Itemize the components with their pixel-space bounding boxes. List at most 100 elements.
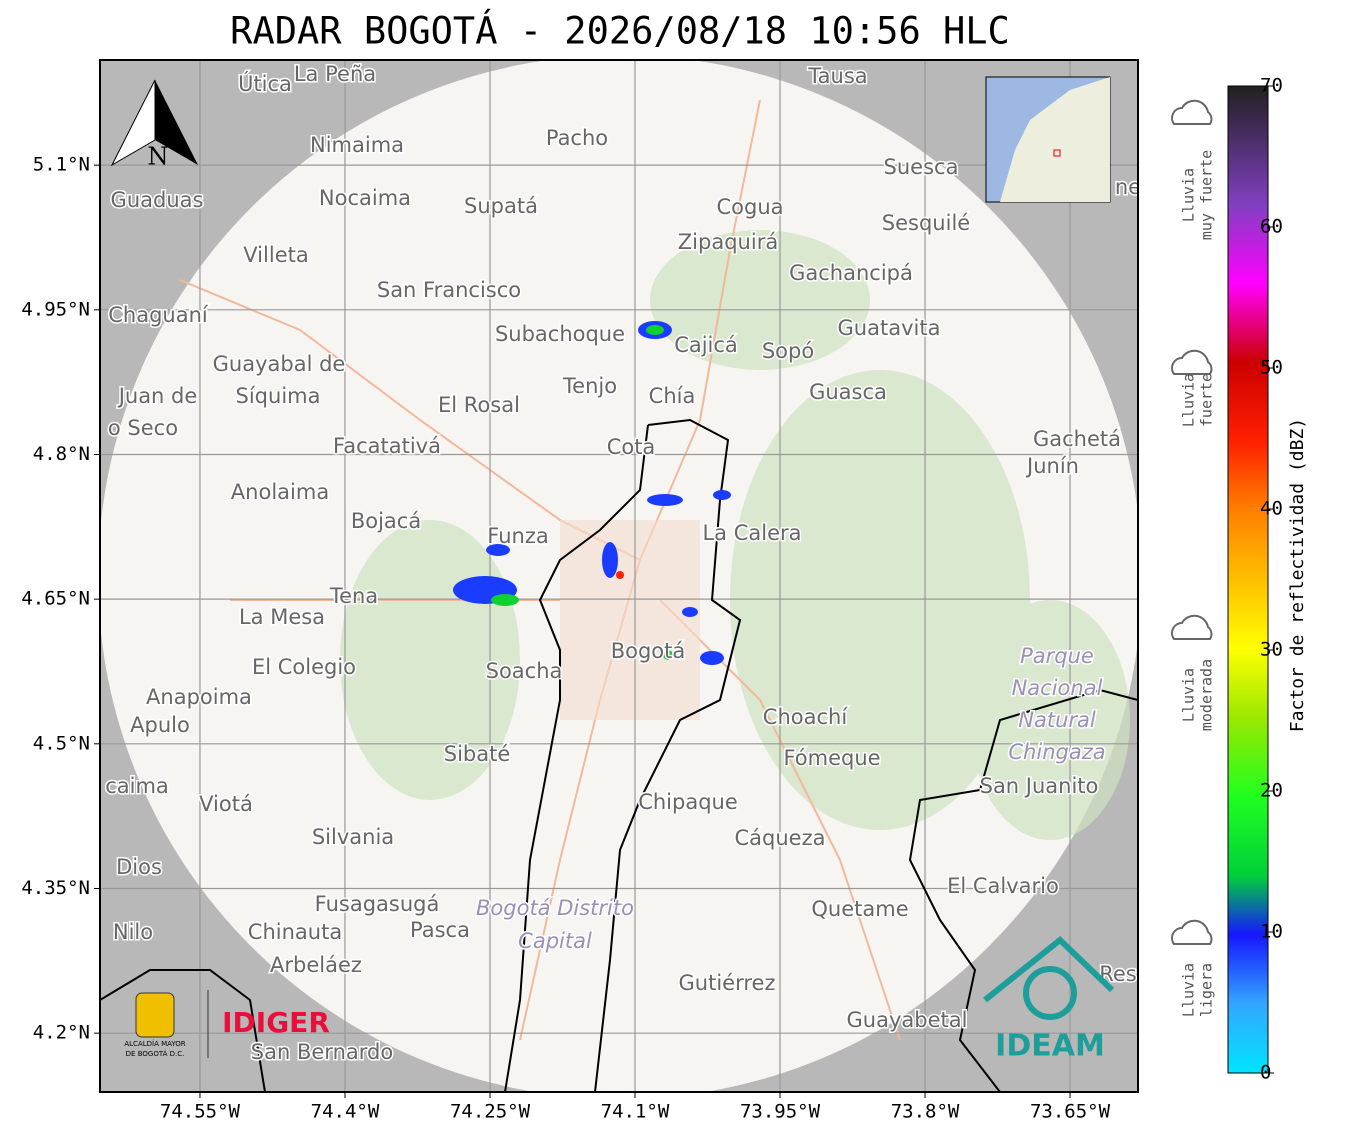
place-label: Apulo [130,713,190,737]
place-label: Gachancipá [789,261,913,285]
place-label: Silvania [312,825,394,849]
y-tick-label: 4.95°N [21,298,90,320]
rain-label: Lluvia [1180,168,1198,222]
place-label: o Seco [108,416,178,440]
place-label: Anapoima [146,685,252,709]
place-label: Parque [1020,644,1094,668]
x-tick-label: 74.1°W [601,1101,670,1123]
colorbar-tick-label: 20 [1260,780,1283,802]
place-label: Pasca [410,918,470,942]
rain-label: Lluvia [1180,373,1198,427]
rain-item: Lluvia ligera [1180,963,1216,1017]
place-label: Cáqueza [735,826,826,850]
y-tick-label: 4.35°N [21,877,90,899]
y-tick-label: 4.2°N [33,1022,90,1044]
place-label: Sesquilé [882,211,970,235]
y-tick-label: 4.65°N [21,588,90,610]
place-label: La Mesa [239,605,325,629]
place-label: Anolaima [231,480,329,504]
x-tick-label: 74.4°W [311,1101,380,1123]
place-label: Nilo [113,920,153,944]
x-tick-label: 74.25°W [450,1101,531,1123]
colorbar-tick-label: 50 [1260,357,1283,379]
place-label: Guasca [809,380,887,404]
rain-item: Lluvia moderada [1180,659,1216,731]
place-label: Chingaza [1008,740,1105,764]
place-label: Choachí [763,705,849,729]
title: RADAR BOGOTÁ - 2026/08/18 10:56 HLC [230,9,1010,53]
logo-text: IDIGER [222,1006,330,1039]
rain-item: Lluvia fuerte [1180,373,1216,427]
north-arrow: N [110,79,198,171]
place-label: Fusagasugá [315,892,440,916]
place-label: ne [1115,175,1141,199]
rain-label: muy fuerte [1198,150,1216,240]
colorbar-tick-label: 0 [1260,1062,1271,1084]
place-label: Tenjo [562,374,617,398]
rain-label: Lluvia [1180,963,1198,1017]
logo-text: IDEAM [995,1029,1105,1064]
place-label: Viotá [199,792,253,816]
place-label: San Bernardo [251,1040,393,1064]
colorbar-label: Factor de reflectividad (dBZ) [1287,418,1308,732]
place-label: Sibaté [444,742,511,766]
colorbar-tick-label: 10 [1260,921,1283,943]
place-label: Nocaima [319,186,411,210]
urban-area [560,520,700,720]
colorbar-tick-label: 60 [1260,216,1283,238]
place-label: Facatativá [333,434,441,458]
place-label: Chipaque [638,790,738,814]
rain-label: Lluvia [1180,668,1198,722]
colorbar-tick-label: 70 [1260,75,1283,97]
place-label: Bogotá Distrito [476,896,634,920]
north-label: N [148,143,169,171]
colorbar [1227,85,1269,1074]
place-label: Natural [1018,708,1096,732]
place-label: Guatavita [838,316,941,340]
place-label: Guaduas [111,188,204,212]
place-label: Supatá [464,194,538,218]
place-label: Villeta [243,243,308,267]
place-label: San Francisco [377,278,521,302]
boundaries [100,418,1138,1092]
map: Útica La Peña Tausa Pacho Nimaima Suesca Guadu… [100,60,1141,1092]
axes: 74.55°W 74.4°W 74.25°W 74.1°W 73.95°W 73.8°W 7… [21,154,1110,1123]
place-label: Quetame [811,897,908,921]
place-label: Cota [607,435,656,459]
rain-label: fuerte [1198,373,1216,427]
place-label: El Colegio [252,655,356,679]
place-label: Dios [116,855,162,879]
y-tick-label: 5.1°N [33,154,90,176]
place-label: Chía [649,384,696,408]
place-label: Nacional [1012,676,1103,700]
rain-label: ligera [1198,963,1216,1017]
rain-icon [1171,919,1213,945]
place-label: Síquima [236,384,321,408]
place-label: Tausa [807,64,867,88]
radar-echoes [453,321,731,665]
rain-item: Lluvia muy fuerte [1180,150,1216,240]
y-tick-label: 4.8°N [33,443,90,465]
place-label: Juan de [117,384,198,408]
place-label: Funza [487,524,548,548]
place-label: Cajicá [674,333,738,357]
place-label: La Calera [702,521,801,545]
place-label: Suesca [884,155,959,179]
place-label: Guayabetal [847,1008,968,1032]
place-label: Arbeláez [270,953,362,977]
colorbar-tick-label: 30 [1260,639,1283,661]
x-tick-label: 73.95°W [740,1101,821,1123]
place-label: Tena [329,584,378,608]
place-label: Chaguaní [108,303,209,327]
rain-label: moderada [1198,659,1216,731]
colorbar-tick-label: 40 [1260,498,1283,520]
place-label: Gutiérrez [679,971,776,995]
place-label: Sopó [762,339,814,363]
place-label: Útica [238,71,292,96]
map-frame [99,59,1139,1093]
place-label: Gachetá [1033,427,1121,451]
place-label: Guayabal de [213,352,346,376]
place-label: Chinauta [248,920,342,944]
